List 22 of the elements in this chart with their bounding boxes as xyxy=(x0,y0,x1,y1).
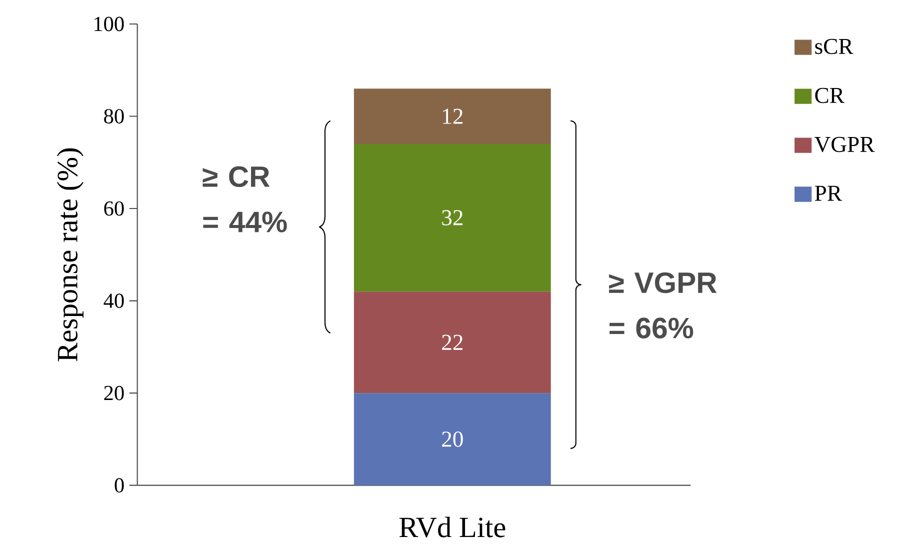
legend-label: PR xyxy=(814,186,842,201)
y-tick-label: 80 xyxy=(104,108,124,124)
annotation: ≥ CR = 44% xyxy=(202,166,287,232)
data-label: 32 xyxy=(442,210,462,226)
y-tick-label: 40 xyxy=(104,293,124,308)
y-tick-label: 20 xyxy=(104,386,124,400)
legend-label: CR xyxy=(815,88,844,103)
bar xyxy=(354,88,551,144)
bar xyxy=(354,392,551,486)
legend-label: VGPR xyxy=(814,136,875,152)
bar xyxy=(354,144,551,292)
y-tick-label: 0 xyxy=(114,478,124,492)
data-label: 20 xyxy=(442,431,463,447)
data-label: 22 xyxy=(442,334,462,350)
data-label: 12 xyxy=(443,108,462,124)
y-tick-label: 60 xyxy=(104,201,124,216)
legend-label: sCR xyxy=(815,38,854,54)
annotation: ≥ VGPR = 66% xyxy=(609,272,717,338)
x-tick-label: RVd Lite xyxy=(399,516,506,538)
bar xyxy=(354,291,551,393)
y-tick-label: 100 xyxy=(94,16,124,32)
y-axis-title: Response rate (%) xyxy=(56,148,84,362)
